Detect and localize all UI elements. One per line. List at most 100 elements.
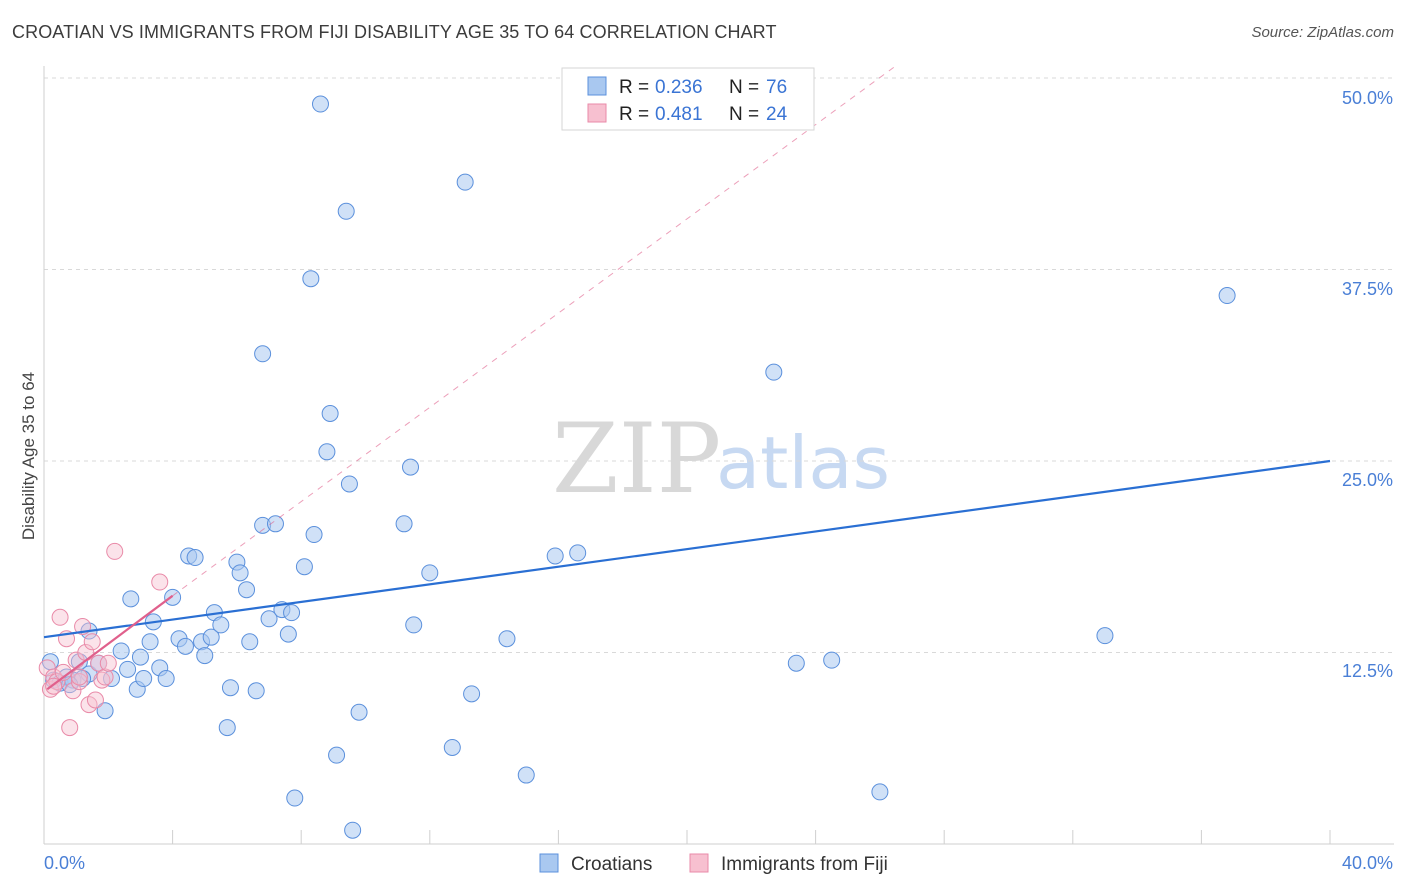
x-tick-label-0: 0.0% (44, 853, 85, 873)
croatians-point (254, 345, 272, 363)
croatians-point (302, 270, 320, 288)
legend-r-label-croatians: R = (619, 77, 649, 98)
croatians-point (176, 637, 194, 655)
legend-r-value-fiji: 0.481 (655, 104, 703, 125)
croatians-point (266, 515, 284, 533)
croatians-point (305, 526, 323, 544)
legend-r-value-croatians: 0.236 (655, 77, 703, 98)
fiji-point (70, 668, 88, 686)
fiji-point (93, 671, 111, 689)
croatians-trend-line (43, 459, 1331, 639)
croatians-point (164, 588, 182, 606)
croatians-point (241, 633, 259, 651)
bottom-legend: Croatians Immigrants from Fiji (539, 853, 888, 875)
croatians-point (221, 679, 239, 697)
fiji-point (83, 633, 101, 651)
croatians-point (279, 625, 297, 643)
croatians-point (456, 173, 474, 191)
croatians-point (218, 719, 236, 737)
bottom-legend-swatch-fiji (689, 853, 709, 873)
watermark-atlas: atlas (716, 421, 890, 505)
croatians-point (260, 610, 278, 628)
croatians-point (247, 682, 265, 700)
croatians-point (765, 363, 783, 381)
croatians-point (1218, 287, 1236, 305)
croatians-point (196, 647, 214, 665)
legend-swatch-fiji (587, 103, 607, 123)
croatians-point (328, 746, 346, 764)
axes (43, 66, 1394, 845)
croatians-point (119, 660, 137, 678)
legend-n-label-croatians: N = (729, 77, 759, 98)
fiji-point (99, 654, 117, 672)
legend-r-label-fiji: R = (619, 104, 649, 125)
croatians-point (421, 564, 439, 582)
croatians-point (311, 95, 329, 113)
croatians-point (238, 581, 256, 599)
croatians-point (318, 443, 336, 461)
fiji-point (38, 659, 56, 677)
y-tick-label-25: 25.0% (1342, 470, 1393, 490)
x-tick-label-40: 40.0% (1342, 853, 1393, 873)
croatians-point (283, 604, 301, 622)
y-tick-label-50: 50.0% (1342, 88, 1393, 108)
croatians-point (340, 475, 358, 493)
fiji-point (61, 719, 79, 737)
croatians-point (231, 564, 249, 582)
croatians-point (463, 685, 481, 703)
source-label: Source: ZipAtlas.com (1251, 24, 1394, 41)
croatians-point (141, 633, 159, 651)
croatians-point (286, 789, 304, 807)
croatians-point (157, 670, 175, 688)
croatians-point (96, 702, 114, 720)
legend-n-value-croatians: 76 (766, 77, 787, 98)
croatians-point (402, 458, 420, 476)
y-tick-label-37-5: 37.5% (1342, 279, 1393, 299)
legend-swatch-croatians (587, 76, 607, 96)
croatians-point (295, 558, 313, 576)
croatians-point (112, 642, 130, 660)
y-axis-label: Disability Age 35 to 64 (19, 372, 38, 540)
watermark-zip: ZIP (552, 403, 721, 515)
croatians-point (337, 202, 355, 220)
fiji-point (86, 691, 104, 709)
croatians-point (135, 670, 153, 688)
bottom-legend-label-croatians: Croatians (571, 854, 652, 875)
croatians-point (395, 515, 413, 533)
croatians-point (122, 590, 140, 608)
fiji-point (90, 654, 108, 672)
grid-lines (44, 77, 1394, 653)
legend-n-value-fiji: 24 (766, 104, 788, 125)
chart-title: CROATIAN VS IMMIGRANTS FROM FIJI DISABIL… (12, 22, 777, 42)
croatians-point (546, 547, 564, 565)
fiji-point (151, 573, 169, 591)
croatians-point (498, 630, 516, 648)
croatians-point (212, 616, 230, 634)
fiji-point (96, 668, 114, 686)
croatians-point (823, 651, 841, 669)
croatians-point (1096, 627, 1114, 645)
croatians-point (871, 783, 889, 801)
legend-box: R = 0.236 N = 76 R = 0.481 N = 24 (561, 67, 815, 131)
croatians-point (344, 821, 362, 839)
fiji-point (106, 542, 124, 560)
bottom-legend-label-fiji: Immigrants from Fiji (721, 854, 888, 875)
croatians-point (443, 738, 461, 756)
fiji-point (51, 608, 69, 626)
fiji-trend-line (46, 594, 174, 691)
fiji-point (64, 682, 82, 700)
croatians-point (321, 405, 339, 423)
fiji-point (70, 673, 88, 691)
croatians-point (405, 616, 423, 634)
scatter-points (38, 95, 1236, 839)
croatians-point (202, 628, 220, 646)
y-tick-label-12-5: 12.5% (1342, 661, 1393, 681)
croatians-point (787, 654, 805, 672)
croatians-point (569, 544, 587, 562)
croatians-point (131, 648, 149, 666)
fiji-trend-line-dashed (172, 65, 897, 597)
trend-lines (43, 65, 1331, 691)
croatians-point (517, 766, 535, 784)
legend-n-label-fiji: N = (729, 104, 759, 125)
